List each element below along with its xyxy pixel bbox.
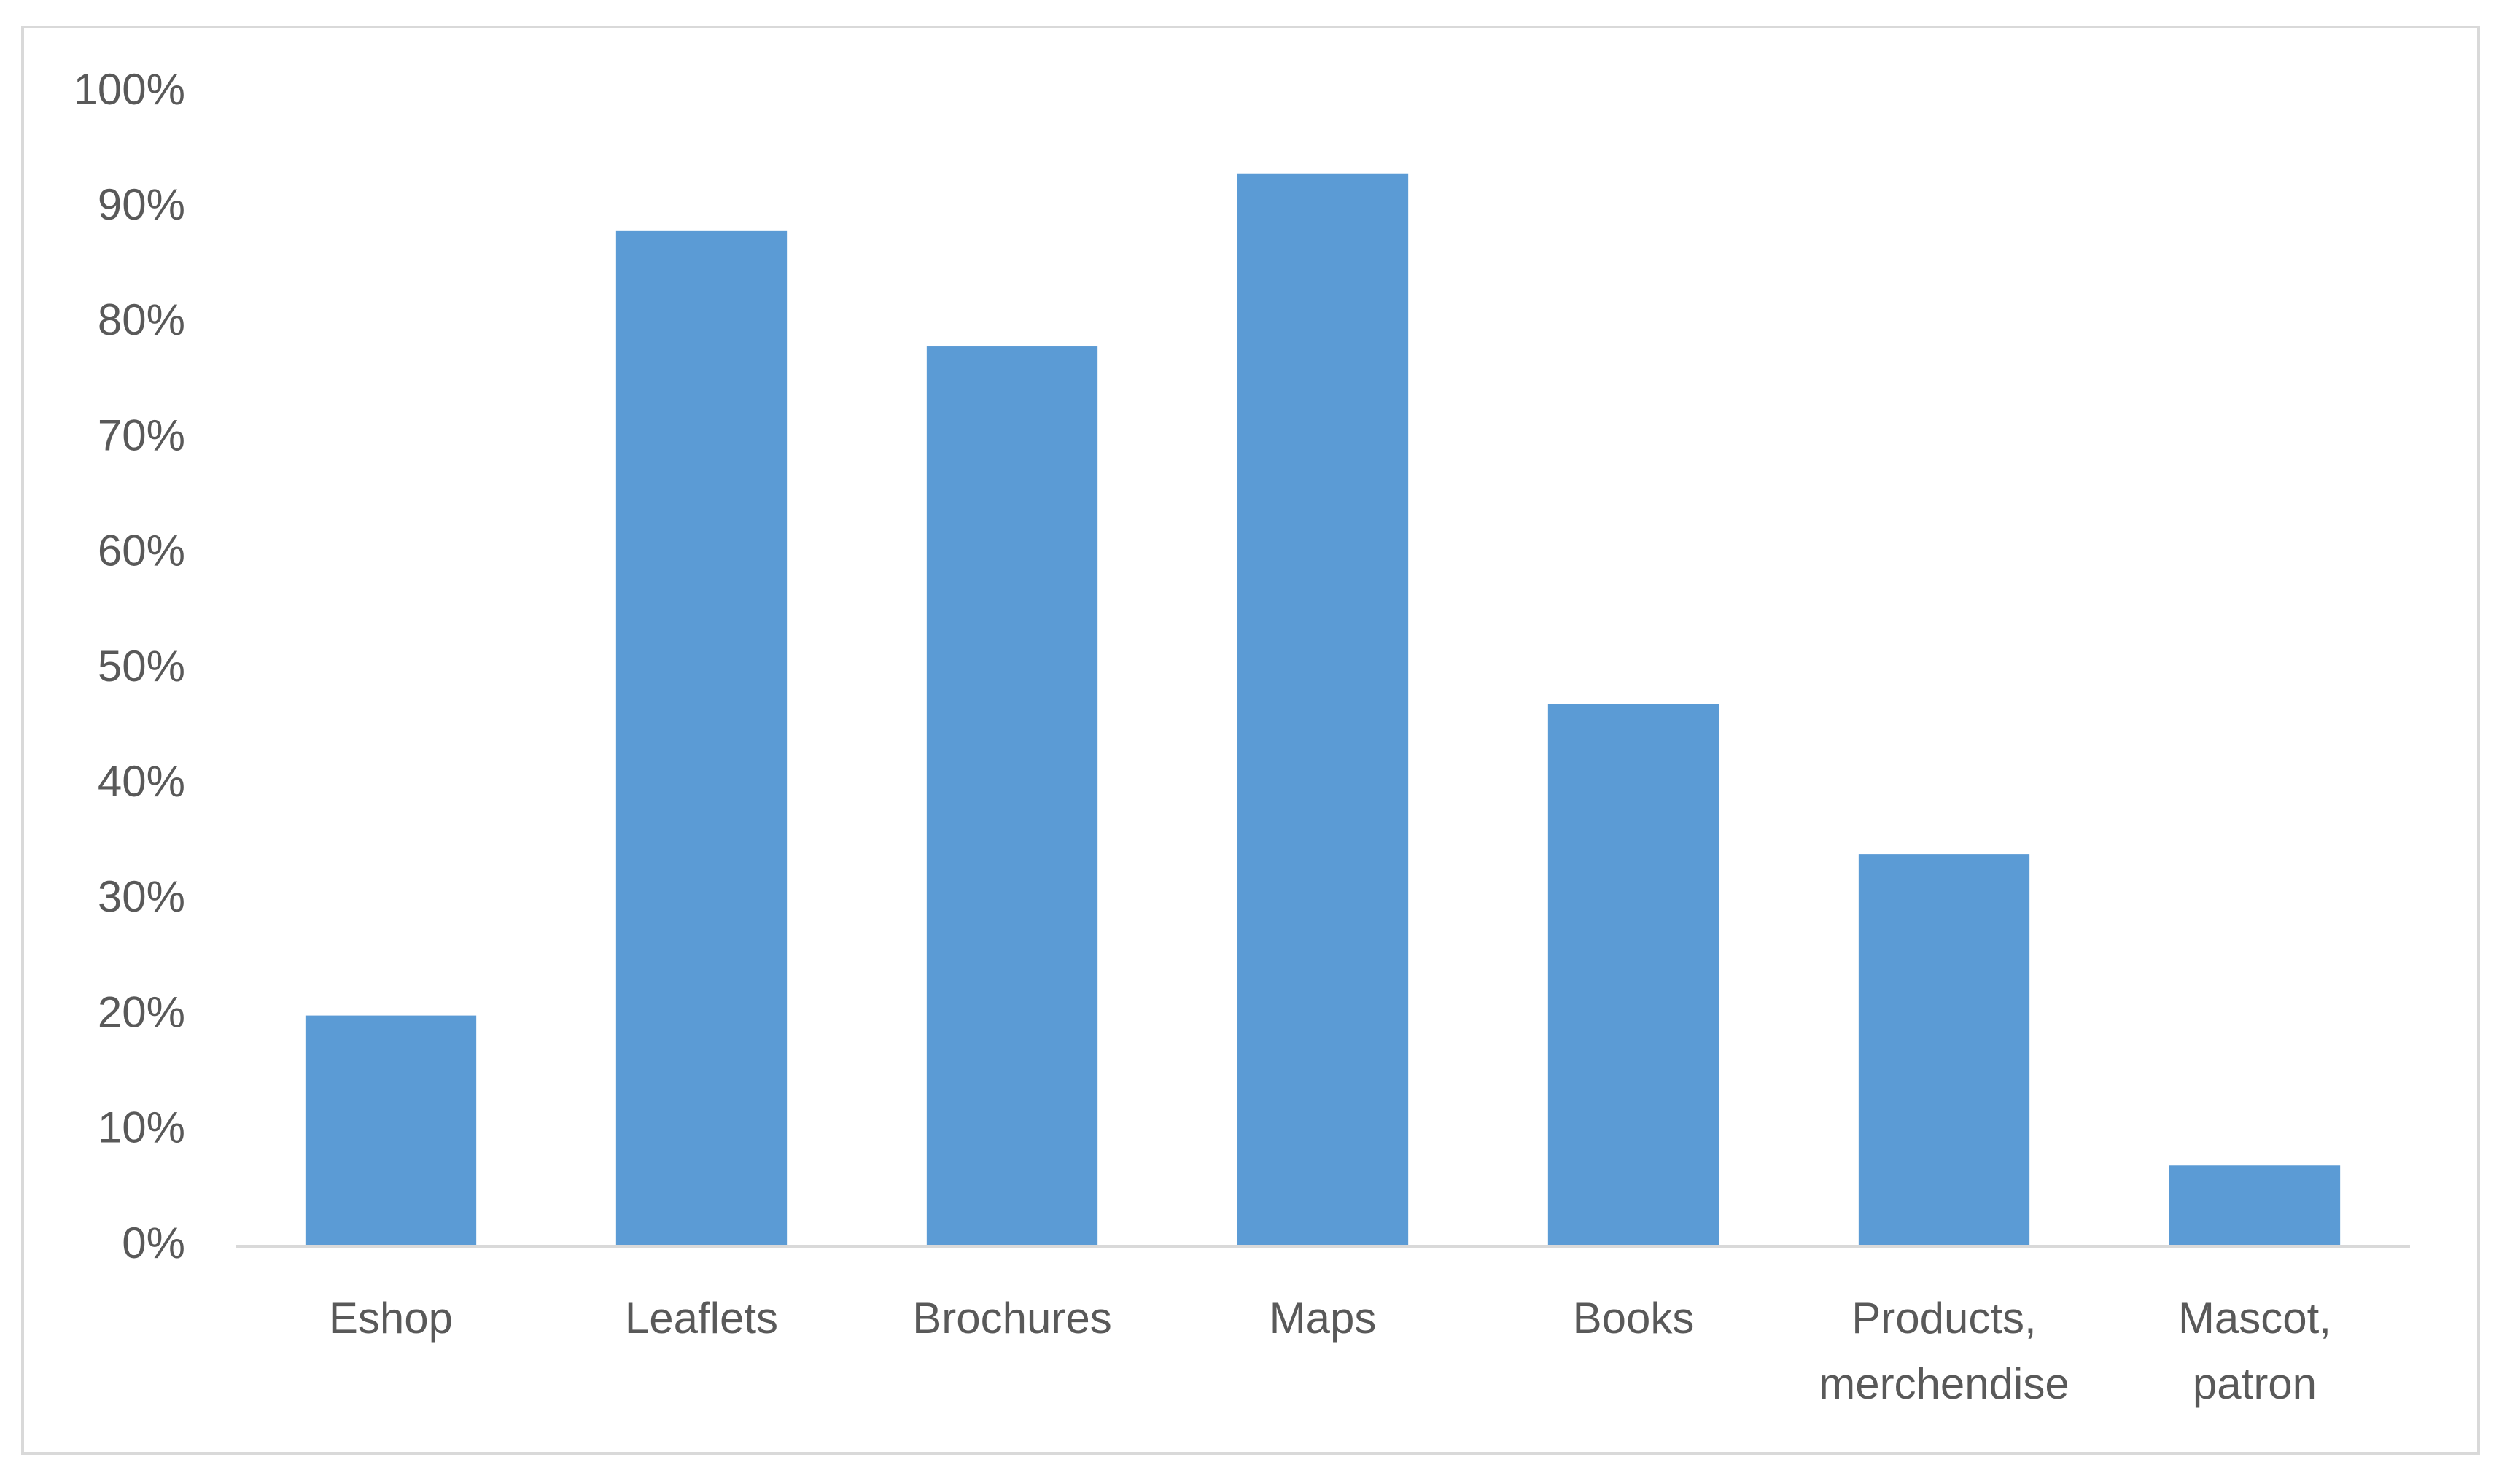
x-tick-label: Mascot, patron (2177, 1294, 2332, 1408)
y-tick-label: 0% (122, 1219, 185, 1267)
bar (2169, 1165, 2341, 1246)
bar (615, 230, 788, 1247)
bar (305, 1015, 477, 1246)
x-tick-label: Books (1572, 1294, 1695, 1343)
bar (1547, 704, 1719, 1246)
y-tick-label: 60% (98, 527, 185, 575)
y-tick-label: 50% (98, 642, 185, 691)
y-tick-label: 100% (74, 65, 185, 114)
y-tick-label: 70% (98, 411, 185, 459)
y-tick-label: 80% (98, 295, 185, 344)
y-tick-label: 10% (98, 1103, 185, 1152)
y-tick-label: 20% (98, 987, 185, 1036)
x-tick-label: Leaflets (624, 1294, 779, 1343)
x-tick-label: Products, merchendise (1819, 1294, 2069, 1408)
x-tick-label: Eshop (328, 1294, 454, 1343)
bar (1237, 173, 1409, 1247)
bar (1858, 854, 2030, 1246)
y-tick-label: 90% (98, 180, 185, 229)
x-tick-label: Brochures (912, 1294, 1112, 1343)
y-tick-label: 30% (98, 872, 185, 921)
bar (926, 346, 1098, 1246)
y-tick-label: 40% (98, 757, 185, 806)
x-tick-label: Maps (1269, 1294, 1377, 1343)
